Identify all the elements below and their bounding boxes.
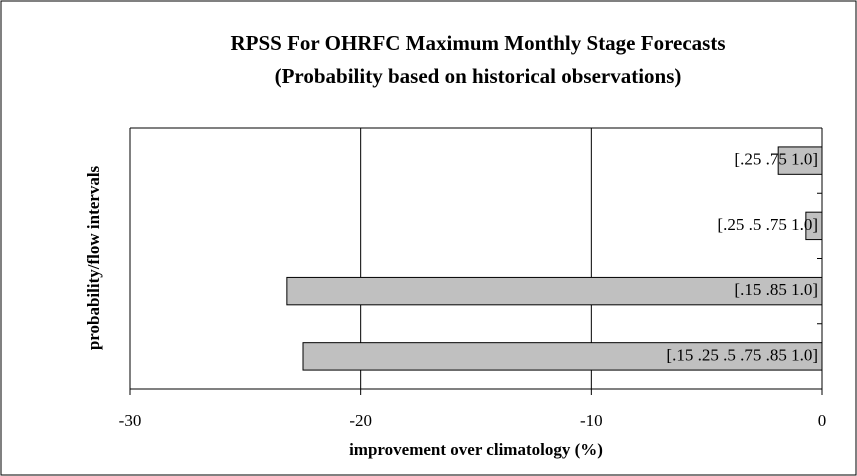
x-axis-label: improvement over climatology (%) bbox=[349, 440, 603, 459]
bar bbox=[302, 342, 823, 371]
x-tick-label: -20 bbox=[349, 411, 372, 430]
x-tick-label: -30 bbox=[119, 411, 142, 430]
category-label: [.15 .25 .5 .75 .85 1.0] bbox=[666, 345, 818, 364]
x-tick-label: -10 bbox=[580, 411, 603, 430]
bar bbox=[286, 276, 823, 306]
y-axis-label: probability/flow intervals bbox=[84, 165, 103, 350]
category-label: [.25 .75 1.0] bbox=[734, 150, 818, 169]
category-label: [.25 .5 .75 1.0] bbox=[717, 215, 818, 234]
chart-title: RPSS For OHRFC Maximum Monthly Stage For… bbox=[230, 31, 725, 55]
bar bbox=[777, 146, 823, 175]
chart-subtitle: (Probability based on historical observa… bbox=[275, 64, 682, 88]
x-tick-label: 0 bbox=[818, 411, 827, 430]
category-label: [.15 .85 1.0] bbox=[734, 280, 818, 299]
